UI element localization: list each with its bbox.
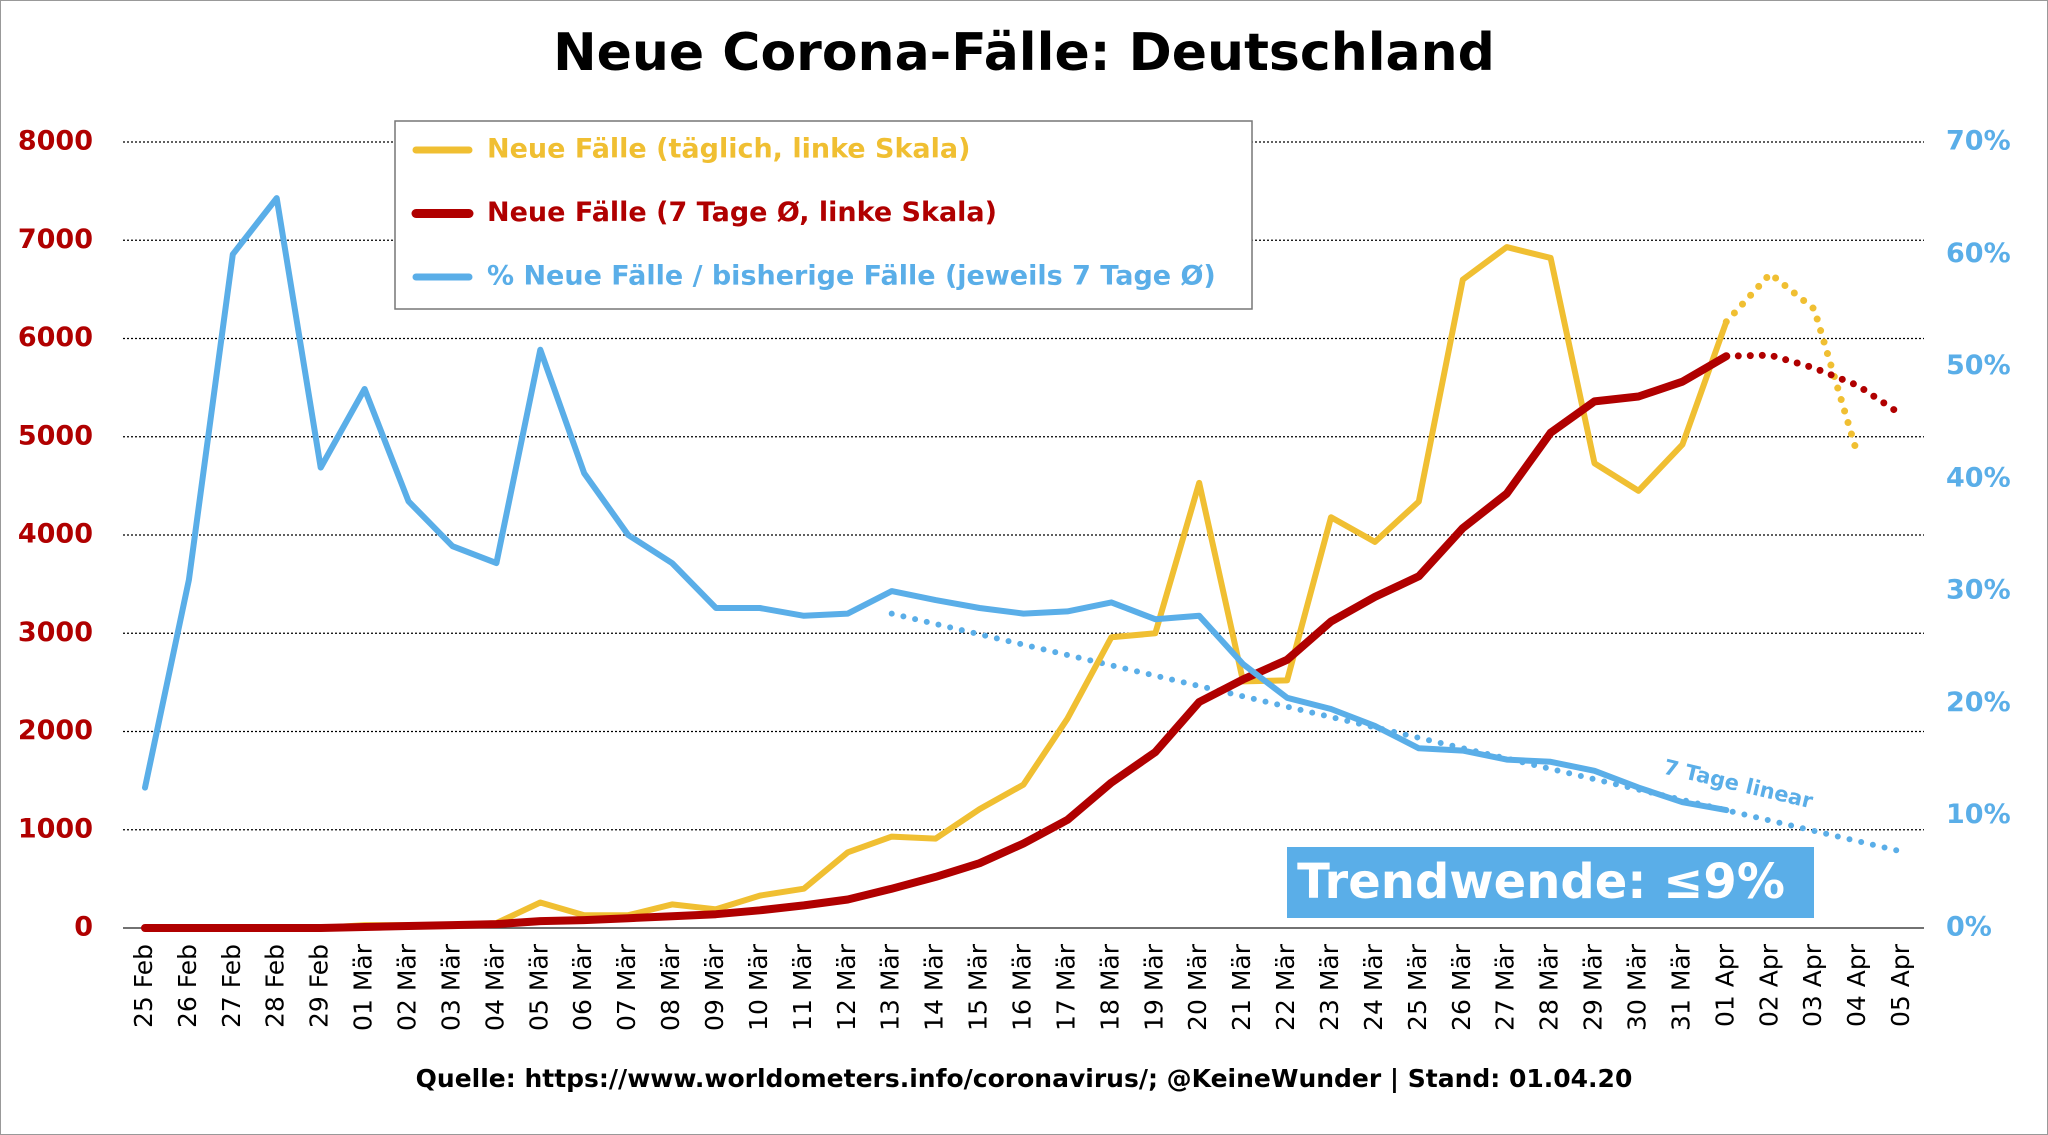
x-tick-label: 10 Mär — [744, 943, 773, 1031]
x-tick-label: 06 Mär — [568, 943, 597, 1031]
x-tick-label: 02 Apr — [1754, 943, 1783, 1027]
y-tick-label: 1000 — [18, 813, 93, 844]
x-tick-label: 15 Mär — [964, 943, 993, 1031]
legend-label: Neue Fälle (täglich, linke Skala) — [487, 134, 970, 165]
x-tick-label: 25 Mär — [1403, 943, 1432, 1031]
legend-box — [394, 120, 1253, 310]
x-tick-label: 19 Mär — [1139, 943, 1168, 1031]
x-tick-label: 21 Mär — [1227, 943, 1256, 1031]
projection-line — [1722, 270, 1862, 460]
y-tick-label: 2000 — [18, 715, 93, 746]
annotation-box — [1287, 847, 1814, 918]
x-tick-label: 24 Mär — [1359, 943, 1388, 1031]
x-tick-label: 28 Feb — [261, 944, 290, 1028]
y2-tick-label: 30% — [1946, 575, 2011, 606]
x-tick-label: 05 Apr — [1886, 943, 1915, 1027]
series-line — [142, 195, 1730, 814]
x-tick-label: 11 Mär — [788, 943, 817, 1031]
x-tick-label: 05 Mär — [524, 943, 553, 1031]
x-tick-label: 04 Mär — [480, 943, 509, 1031]
legend-label: % Neue Fälle / bisherige Fälle (jeweils … — [487, 261, 1216, 292]
x-tick-label: 09 Mär — [700, 943, 729, 1031]
series-line — [142, 244, 1730, 931]
y-tick-label: 3000 — [18, 617, 93, 648]
y2-tick-label: 10% — [1946, 799, 2011, 830]
x-tick-label: 01 Mär — [349, 943, 378, 1031]
x-tick-label: 12 Mär — [832, 943, 861, 1031]
x-tick-label: 04 Apr — [1842, 943, 1871, 1027]
x-tick-label: 26 Mär — [1447, 943, 1476, 1031]
x-tick-label: 30 Mär — [1622, 943, 1651, 1031]
y2-tick-label: 50% — [1946, 350, 2011, 381]
x-tick-label: 31 Mär — [1666, 943, 1695, 1031]
y-tick-label: 0 — [74, 912, 93, 943]
y-tick-label: 8000 — [18, 126, 93, 157]
x-tick-label: 03 Apr — [1798, 943, 1827, 1027]
x-tick-label: 13 Mär — [876, 943, 905, 1031]
x-tick-label: 07 Mär — [612, 943, 641, 1031]
chart-title: Neue Corona-Fälle: Deutschland — [553, 23, 1495, 83]
y2-tick-label: 0% — [1946, 912, 1992, 943]
y-tick-label: 6000 — [18, 322, 93, 353]
x-tick-label: 20 Mär — [1183, 943, 1212, 1031]
y2-tick-label: 60% — [1946, 238, 2011, 269]
x-tick-label: 02 Mär — [393, 943, 422, 1031]
y2-tick-label: 70% — [1946, 126, 2011, 157]
y2-tick-label: 40% — [1946, 462, 2011, 493]
y-tick-label: 7000 — [18, 224, 93, 255]
x-tick-label: 29 Feb — [305, 944, 334, 1028]
footer: Quelle: https://www.worldometers.info/co… — [416, 1064, 1633, 1093]
series-line — [141, 352, 1731, 932]
y2-tick-label: 20% — [1946, 687, 2011, 718]
x-tick-label: 27 Mär — [1491, 943, 1520, 1031]
x-tick-label: 28 Mär — [1535, 943, 1564, 1031]
legend-label: Neue Fälle (7 Tage Ø, linke Skala) — [487, 197, 997, 228]
x-tick-label: 18 Mär — [1095, 943, 1124, 1031]
x-tick-label: 23 Mär — [1315, 943, 1344, 1031]
projection-line — [1722, 351, 1906, 419]
annotation: Trendwende: ≤9% — [1297, 854, 1785, 910]
x-tick-label: 01 Apr — [1710, 943, 1739, 1027]
trend-line — [888, 610, 1906, 855]
y-tick-label: 4000 — [18, 519, 93, 550]
x-tick-label: 14 Mär — [920, 943, 949, 1031]
x-tick-label: 22 Mär — [1271, 943, 1300, 1031]
x-tick-label: 08 Mär — [656, 943, 685, 1031]
x-tick-label: 17 Mär — [1051, 943, 1080, 1031]
x-tick-label: 25 Feb — [129, 944, 158, 1028]
x-tick-label: 16 Mär — [1008, 943, 1037, 1031]
x-tick-label: 26 Feb — [173, 944, 202, 1028]
x-tick-label: 29 Mär — [1579, 943, 1608, 1031]
x-tick-label: 03 Mär — [436, 943, 465, 1031]
x-tick-label: 27 Feb — [217, 944, 246, 1028]
y-tick-label: 5000 — [18, 420, 93, 451]
